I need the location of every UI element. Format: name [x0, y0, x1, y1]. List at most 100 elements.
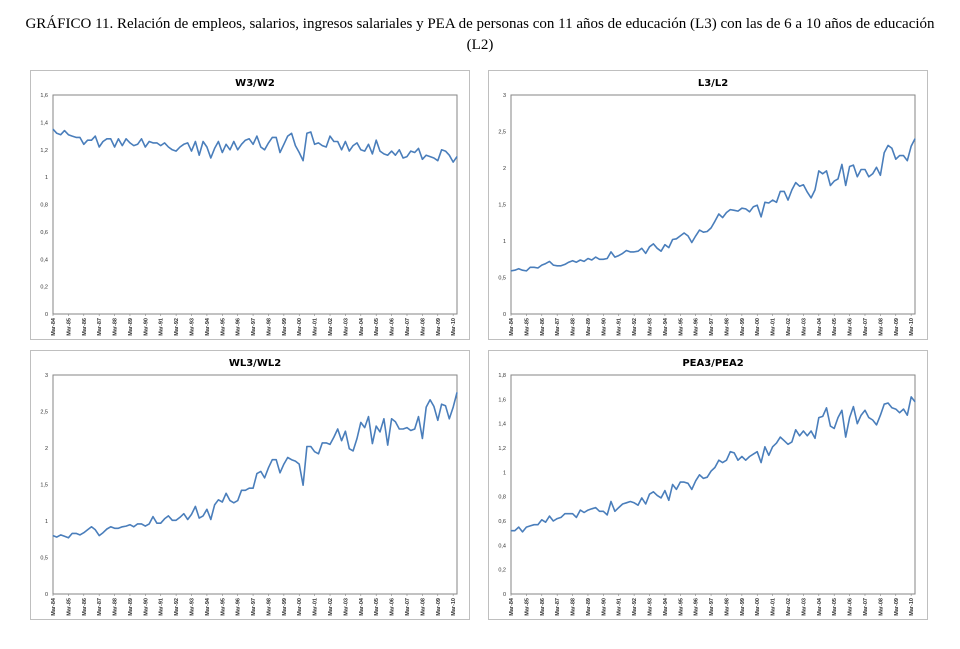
data-point [533, 266, 535, 268]
data-point [298, 151, 300, 153]
data-point [887, 144, 889, 146]
y-tick-label: 1 [503, 239, 506, 245]
data-point [275, 459, 277, 461]
data-point [837, 178, 839, 180]
data-point [714, 466, 716, 468]
x-tick-label: Mar-06 [848, 598, 854, 616]
data-point [914, 401, 916, 403]
data-point [587, 509, 589, 511]
data-point [283, 143, 285, 145]
series-line [510, 138, 916, 272]
data-point [456, 392, 458, 394]
data-point [718, 213, 720, 215]
y-tick-label: 1,8 [498, 373, 506, 379]
data-point [306, 446, 308, 448]
chart-svg: WL3/WL2 0 0,5 1 1,5 2 2,5 3 Mar-84 Mar-85 Mar-86 Ma… [40, 358, 458, 616]
data-point [672, 239, 674, 241]
data-point [514, 530, 516, 532]
plot-area [510, 94, 916, 315]
data-point [306, 132, 308, 134]
data-point [60, 134, 62, 136]
x-tick-label: Mar-95 [678, 598, 684, 616]
data-point [414, 151, 416, 153]
x-tick-label: Mar-04 [359, 317, 365, 336]
data-point [906, 414, 908, 416]
data-point [148, 523, 150, 525]
data-point [545, 521, 547, 523]
data-point [418, 416, 420, 418]
x-tick-label: Mar-90 [601, 598, 607, 616]
data-point [914, 138, 916, 140]
data-point [117, 527, 119, 529]
chart-svg: W3/W2 0 0,2 0,4 0,6 0,8 1 1,2 1,4 1,6 Mar-84 Mar-85… [40, 78, 458, 336]
y-tick-label: 3 [503, 93, 506, 99]
data-point [641, 497, 643, 499]
data-point [895, 408, 897, 410]
chart-title: WL3/WL2 [229, 358, 281, 369]
y-tick-label: 0 [45, 592, 48, 598]
x-tick-label: Mar-02 [786, 318, 792, 336]
x-tick-label: Mar-97 [709, 598, 715, 616]
data-point [140, 138, 142, 140]
data-point [760, 216, 762, 218]
x-tick-label: Mar-95 [678, 318, 684, 336]
data-point [394, 154, 396, 156]
data-point [83, 532, 85, 534]
data-point [79, 534, 81, 536]
data-point [591, 508, 593, 510]
data-point [352, 145, 354, 147]
data-point [895, 158, 897, 160]
data-point [510, 270, 512, 272]
data-point [702, 477, 704, 479]
data-point [556, 265, 558, 267]
data-point [191, 513, 193, 515]
data-point [425, 154, 427, 156]
x-tick-label: Mar-92 [174, 598, 180, 616]
data-point [56, 132, 58, 134]
data-point [152, 516, 154, 518]
x-tick-label: Mar-86 [82, 598, 88, 616]
data-point [806, 435, 808, 437]
x-tick-label: Mar-05 [374, 598, 380, 616]
data-point [183, 143, 185, 145]
x-tick-label: Mar-03 [801, 598, 807, 616]
data-point [187, 519, 189, 521]
data-point [360, 149, 362, 151]
data-point [71, 532, 73, 534]
chart-svg: PEA3/PEA2 0 0,2 0,4 0,6 0,8 1 1,2 1,4 1,6 1,8 Mar-8… [498, 358, 916, 616]
data-point [529, 266, 531, 268]
data-point [729, 451, 731, 453]
data-point [356, 438, 358, 440]
data-point [706, 231, 708, 233]
data-point [410, 150, 412, 152]
data-point [595, 256, 597, 258]
data-point [660, 250, 662, 252]
x-tick-label: Mar-92 [632, 318, 638, 336]
data-point [406, 156, 408, 158]
data-point [679, 481, 681, 483]
data-point [598, 510, 600, 512]
data-point [591, 259, 593, 261]
data-point [137, 523, 139, 525]
data-point [217, 141, 219, 143]
data-point [548, 515, 550, 517]
data-point [752, 453, 754, 455]
data-point [899, 155, 901, 157]
y-tick-label: 0 [503, 592, 506, 598]
data-point [267, 142, 269, 144]
data-point [279, 472, 281, 474]
x-tick-label: Mar-84 [51, 597, 57, 616]
data-point [121, 526, 123, 528]
data-point [814, 189, 816, 191]
data-point [325, 146, 327, 148]
data-point [194, 141, 196, 143]
chart-title: PEA3/PEA2 [682, 358, 743, 369]
y-tick-label: 1 [45, 519, 48, 525]
x-tick-label: Mar-91 [159, 598, 165, 616]
chart-panel-pea3-pea2: PEA3/PEA2 0 0,2 0,4 0,6 0,8 1 1,2 1,4 1,6 1,8 Mar-8… [488, 350, 928, 620]
data-point [575, 516, 577, 518]
data-point [710, 227, 712, 229]
x-tick-label: Mar-10 [909, 598, 915, 616]
data-point [802, 184, 804, 186]
data-point [629, 251, 631, 253]
